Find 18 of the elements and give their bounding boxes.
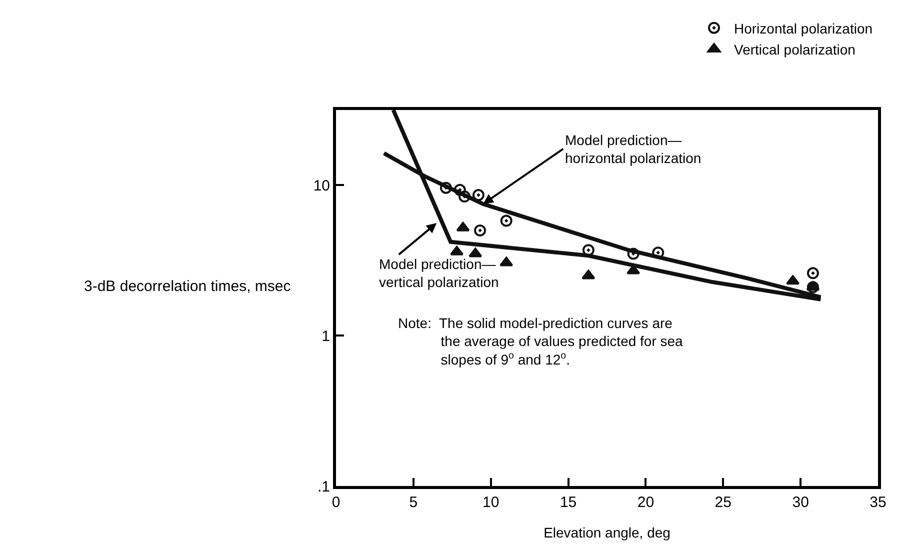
annotation: Model prediction— vertical polarization	[379, 256, 499, 290]
x-axis-title: Elevation angle, deg	[544, 524, 670, 540]
x-tick-label: 5	[409, 494, 418, 511]
x-tick-label: 15	[560, 494, 577, 511]
x-tick-label: 35	[870, 494, 886, 511]
x-tick-label: 20	[637, 494, 654, 511]
y-tick-label: .1	[317, 478, 330, 496]
y-tick-label: 10	[313, 177, 330, 194]
y-tick-label: 1	[322, 328, 330, 345]
x-tick-label: 0	[332, 494, 340, 511]
annotation: Model prediction— horizontal polarization	[565, 132, 702, 166]
y-axis-title: 3-dB decorrelation times, msec	[84, 278, 292, 295]
legend-label: Vertical polarization	[734, 42, 856, 58]
legend-label: Horizontal polarization	[734, 20, 873, 36]
x-tick-label: 25	[714, 494, 732, 511]
x-tick-label: 30	[792, 494, 809, 511]
x-tick-label: 10	[482, 494, 500, 511]
annotation: Note: The solid model-prediction curves are the average of values predicted for sea slopes of 9$^{o}$ and 12$^{o}$.	[398, 315, 684, 368]
